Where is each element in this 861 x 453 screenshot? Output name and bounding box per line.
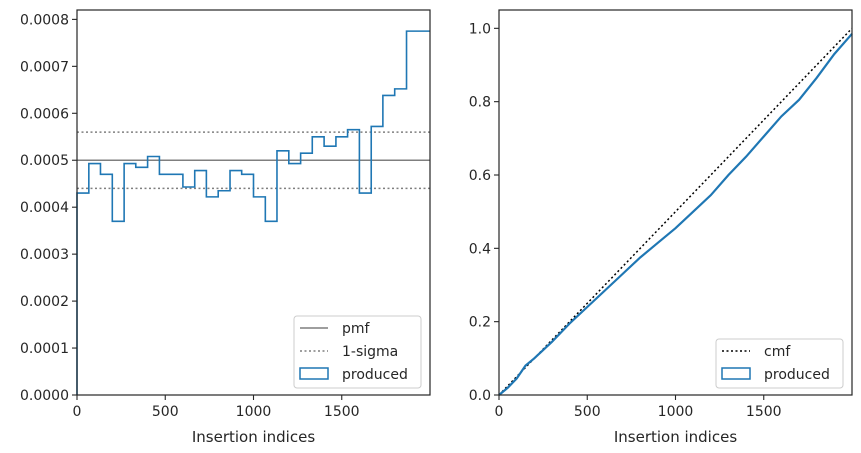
right-x-axis-label: Insertion indices [614,428,737,446]
left-y-tick-label: 0.0002 [20,294,69,310]
right-legend: cmf produced [715,338,844,389]
left-y-tick-label: 0.0003 [20,247,69,263]
right-y-tick-label: 0.0 [469,388,491,404]
right-axes-frame [498,9,853,396]
left-ticks: 0 500 1000 1500 0.0000 0.0001 0.0002 0.0003 0.00… [20,12,360,420]
legend-pmf-label: pmf [342,321,371,337]
right-y-tick-label: 0.4 [469,241,491,257]
series-line-cmf [498,27,853,396]
left-y-tick-label: 0.0000 [20,388,69,404]
left-x-tick-label: 1000 [236,404,272,420]
right-plot-data [498,27,853,396]
right-x-tick-label: 1000 [658,404,694,420]
legend-produced-label-right: produced [764,367,830,383]
legend-cmf-label: cmf [764,344,791,360]
left-x-tick-label: 0 [73,404,82,420]
left-legend: pmf 1-sigma produced [293,315,422,389]
right-y-tick-label: 0.8 [469,95,491,111]
produced-histogram-step [76,30,430,395]
right-x-tick-label: 1500 [746,404,782,420]
left-x-tick-label: 500 [152,404,179,420]
legend-produced-label: produced [342,367,408,383]
left-y-tick-label: 0.0008 [20,12,69,28]
left-legend-box [293,315,422,389]
right-x-tick-label: 500 [574,404,601,420]
right-legend-box [715,338,844,389]
left-y-tick-label: 0.0007 [20,59,69,75]
right-y-tick-label: 0.2 [469,315,491,331]
left-y-tick-label: 0.0001 [20,341,69,357]
left-y-tick-label: 0.0005 [20,153,69,169]
legend-1sigma-label: 1-sigma [342,344,398,360]
legend-produced-swatch-right [721,367,751,380]
right-x-tick-label: 0 [495,404,504,420]
left-y-tick-label: 0.0004 [20,200,69,216]
cmf-panel: 0 500 1000 1500 0.0 0.2 0.4 0.6 0.8 1.0 Insertion… [469,9,853,446]
series-line-produced [498,33,853,396]
left-plot-data [76,30,430,395]
pmf-histogram-panel: 0 500 1000 1500 0.0000 0.0001 0.0002 0.0003 0.00… [20,9,431,446]
right-y-tick-label: 1.0 [469,21,491,37]
right-y-tick-label: 0.6 [469,168,491,184]
left-x-axis-label: Insertion indices [192,428,315,446]
right-ticks: 0 500 1000 1500 0.0 0.2 0.4 0.6 0.8 1.0 [469,21,782,420]
left-x-tick-label: 1500 [324,404,360,420]
legend-produced-swatch [299,367,329,380]
left-y-tick-label: 0.0006 [20,106,69,122]
